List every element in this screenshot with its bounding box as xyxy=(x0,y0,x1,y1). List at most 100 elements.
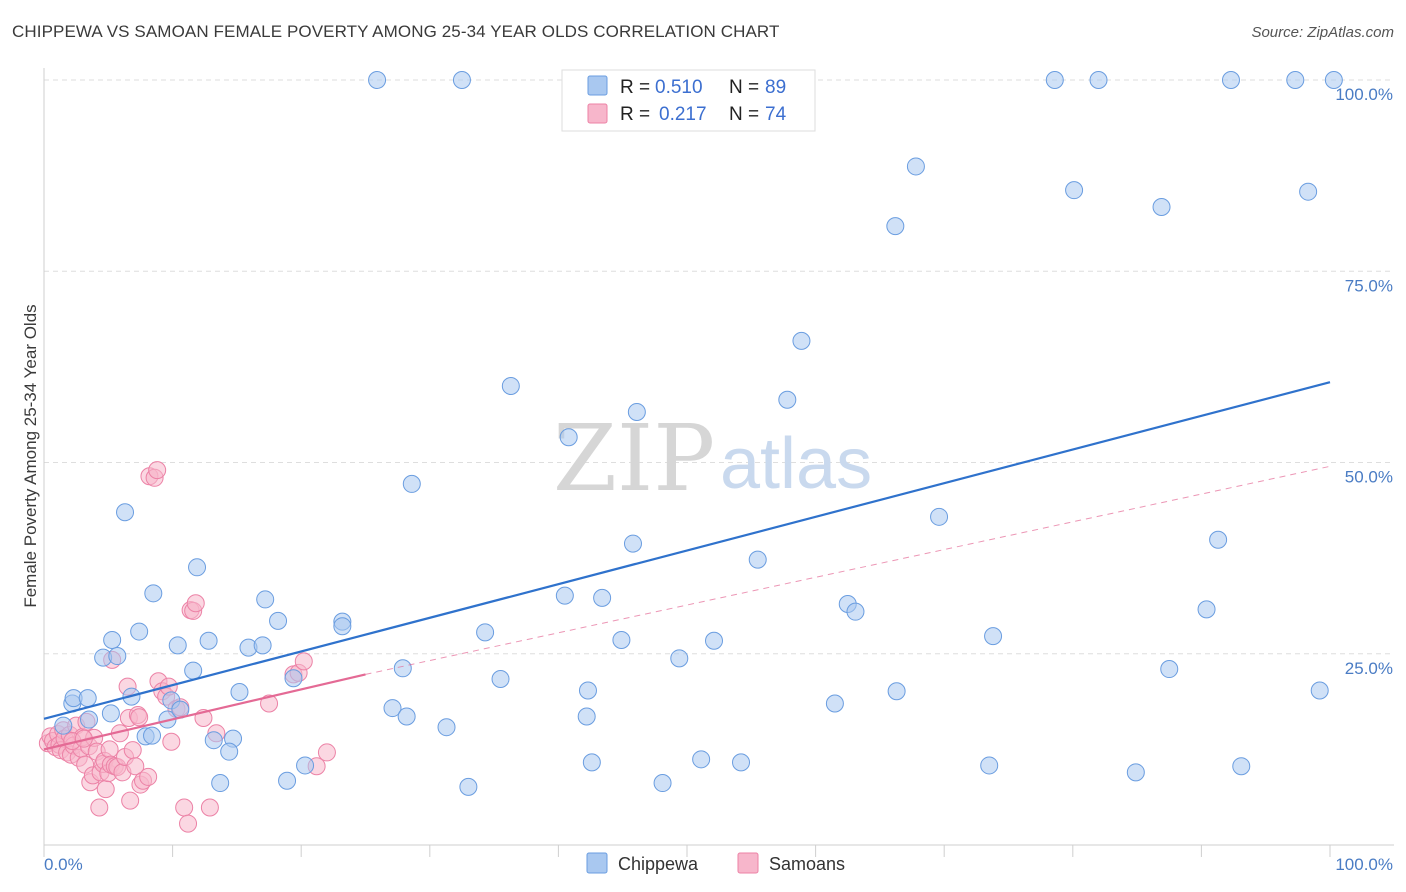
gridlines xyxy=(44,79,1394,655)
chippewa-point xyxy=(383,699,402,718)
chippewa-points xyxy=(54,71,1343,796)
samoan-point xyxy=(186,594,205,613)
chippewa-point xyxy=(732,753,751,772)
y-tick-label: 25.0% xyxy=(1345,659,1393,678)
samoan-point xyxy=(126,757,145,776)
chippewa-point xyxy=(887,682,906,701)
series-legend-samoans: Samoans xyxy=(769,854,845,874)
chippewa-point xyxy=(80,710,99,729)
legend-n-value-2: 74 xyxy=(765,104,787,125)
legend-n-value-1: 89 xyxy=(765,77,786,98)
chippewa-point xyxy=(825,694,844,713)
legend-n-label-1: N = xyxy=(729,77,759,98)
series-legend: Chippewa Samoans xyxy=(586,852,845,874)
watermark: ZIP atlas xyxy=(553,405,872,512)
chippewa-point xyxy=(168,636,187,655)
chippewa-point xyxy=(1089,71,1108,89)
series-legend-swatch-samoans xyxy=(737,852,759,874)
samoan-point xyxy=(148,461,167,480)
correlation-legend: R = 0.510 N = 89 R = 0.217 N = 74 xyxy=(561,69,816,132)
chippewa-point xyxy=(692,750,711,769)
chippewa-point xyxy=(130,622,149,641)
samoan-trendline xyxy=(43,673,366,751)
chippewa-point xyxy=(1232,757,1251,776)
chippewa-point xyxy=(211,774,230,793)
series-legend-swatch-chippewa xyxy=(586,852,608,874)
chippewa-point xyxy=(577,707,596,726)
watermark-atlas: atlas xyxy=(720,424,872,504)
chippewa-point xyxy=(501,377,520,395)
watermark-zip: ZIP xyxy=(553,405,715,512)
x-tick-label: 100.0% xyxy=(1335,855,1393,874)
legend-r-value-1: 0.510 xyxy=(655,77,703,98)
chippewa-point xyxy=(78,689,97,708)
chippewa-point xyxy=(459,777,478,796)
samoan-point xyxy=(121,791,140,810)
samoan-point xyxy=(139,767,158,786)
samoan-point xyxy=(130,708,149,727)
chippewa-point xyxy=(476,623,495,642)
chippewa-point xyxy=(108,647,127,666)
chippewa-point xyxy=(184,661,203,680)
samoan-point xyxy=(179,814,198,833)
samoan-point xyxy=(100,740,119,759)
chippewa-point xyxy=(1221,71,1240,89)
samoan-point xyxy=(200,798,219,817)
chippewa-point xyxy=(593,588,612,607)
chippewa-point xyxy=(559,428,578,447)
y-tick-labels: 25.0% 50.0% 75.0% 100.0% xyxy=(1335,85,1393,678)
chippewa-point xyxy=(393,659,412,678)
chart-title: CHIPPEWA VS SAMOAN FEMALE POVERTY AMONG … xyxy=(12,22,780,41)
legend-swatch-chippewa xyxy=(587,75,608,96)
chippewa-point xyxy=(886,217,905,236)
chippewa-point xyxy=(491,669,510,688)
legend-swatch-samoan xyxy=(587,103,608,124)
chippewa-point xyxy=(1310,681,1329,700)
chippewa-point xyxy=(984,627,1003,646)
chippewa-point xyxy=(1045,71,1064,89)
y-axis-label: Female Poverty Among 25-34 Year Olds xyxy=(21,304,40,607)
chippewa-point xyxy=(705,631,724,650)
chippewa-point xyxy=(1324,71,1343,89)
chippewa-point xyxy=(284,669,303,688)
samoan-point xyxy=(175,798,194,817)
chippewa-point xyxy=(980,756,999,775)
chippewa-point xyxy=(1065,181,1084,200)
y-tick-label: 100.0% xyxy=(1335,85,1393,104)
samoan-point xyxy=(96,780,115,799)
chippewa-point xyxy=(230,683,249,701)
chippewa-point xyxy=(402,474,421,493)
chippewa-point xyxy=(906,157,925,176)
legend-n-label-2: N = xyxy=(729,104,759,125)
chippewa-point xyxy=(333,617,352,636)
chippewa-point xyxy=(1286,71,1305,89)
chippewa-point xyxy=(54,716,73,735)
series-legend-chippewa: Chippewa xyxy=(618,854,699,874)
chippewa-point xyxy=(220,742,239,761)
chippewa-point xyxy=(670,649,689,668)
chippewa-point xyxy=(269,611,288,630)
chippewa-point xyxy=(296,756,315,775)
chippewa-point xyxy=(143,726,162,745)
legend-r-label-1: R = xyxy=(620,77,650,98)
chippewa-point xyxy=(1299,182,1318,201)
samoan-point xyxy=(162,732,181,751)
trendlines xyxy=(43,381,1331,751)
samoan-point xyxy=(294,652,313,671)
chart-source: Source: ZipAtlas.com xyxy=(1251,24,1394,41)
samoan-point xyxy=(317,743,336,762)
chippewa-point xyxy=(437,718,456,737)
chippewa-point xyxy=(627,403,646,422)
axes xyxy=(43,68,1394,857)
chippewa-point xyxy=(1152,197,1171,216)
y-tick-label: 75.0% xyxy=(1345,276,1393,295)
legend-r-label-2: R = xyxy=(620,104,650,125)
chippewa-point xyxy=(846,602,865,621)
chippewa-point xyxy=(103,630,122,649)
chippewa-trendline xyxy=(43,381,1331,720)
samoan-point xyxy=(123,741,142,760)
y-tick-label: 50.0% xyxy=(1345,468,1393,487)
chippewa-point xyxy=(188,558,207,577)
chippewa-point xyxy=(1160,660,1179,679)
